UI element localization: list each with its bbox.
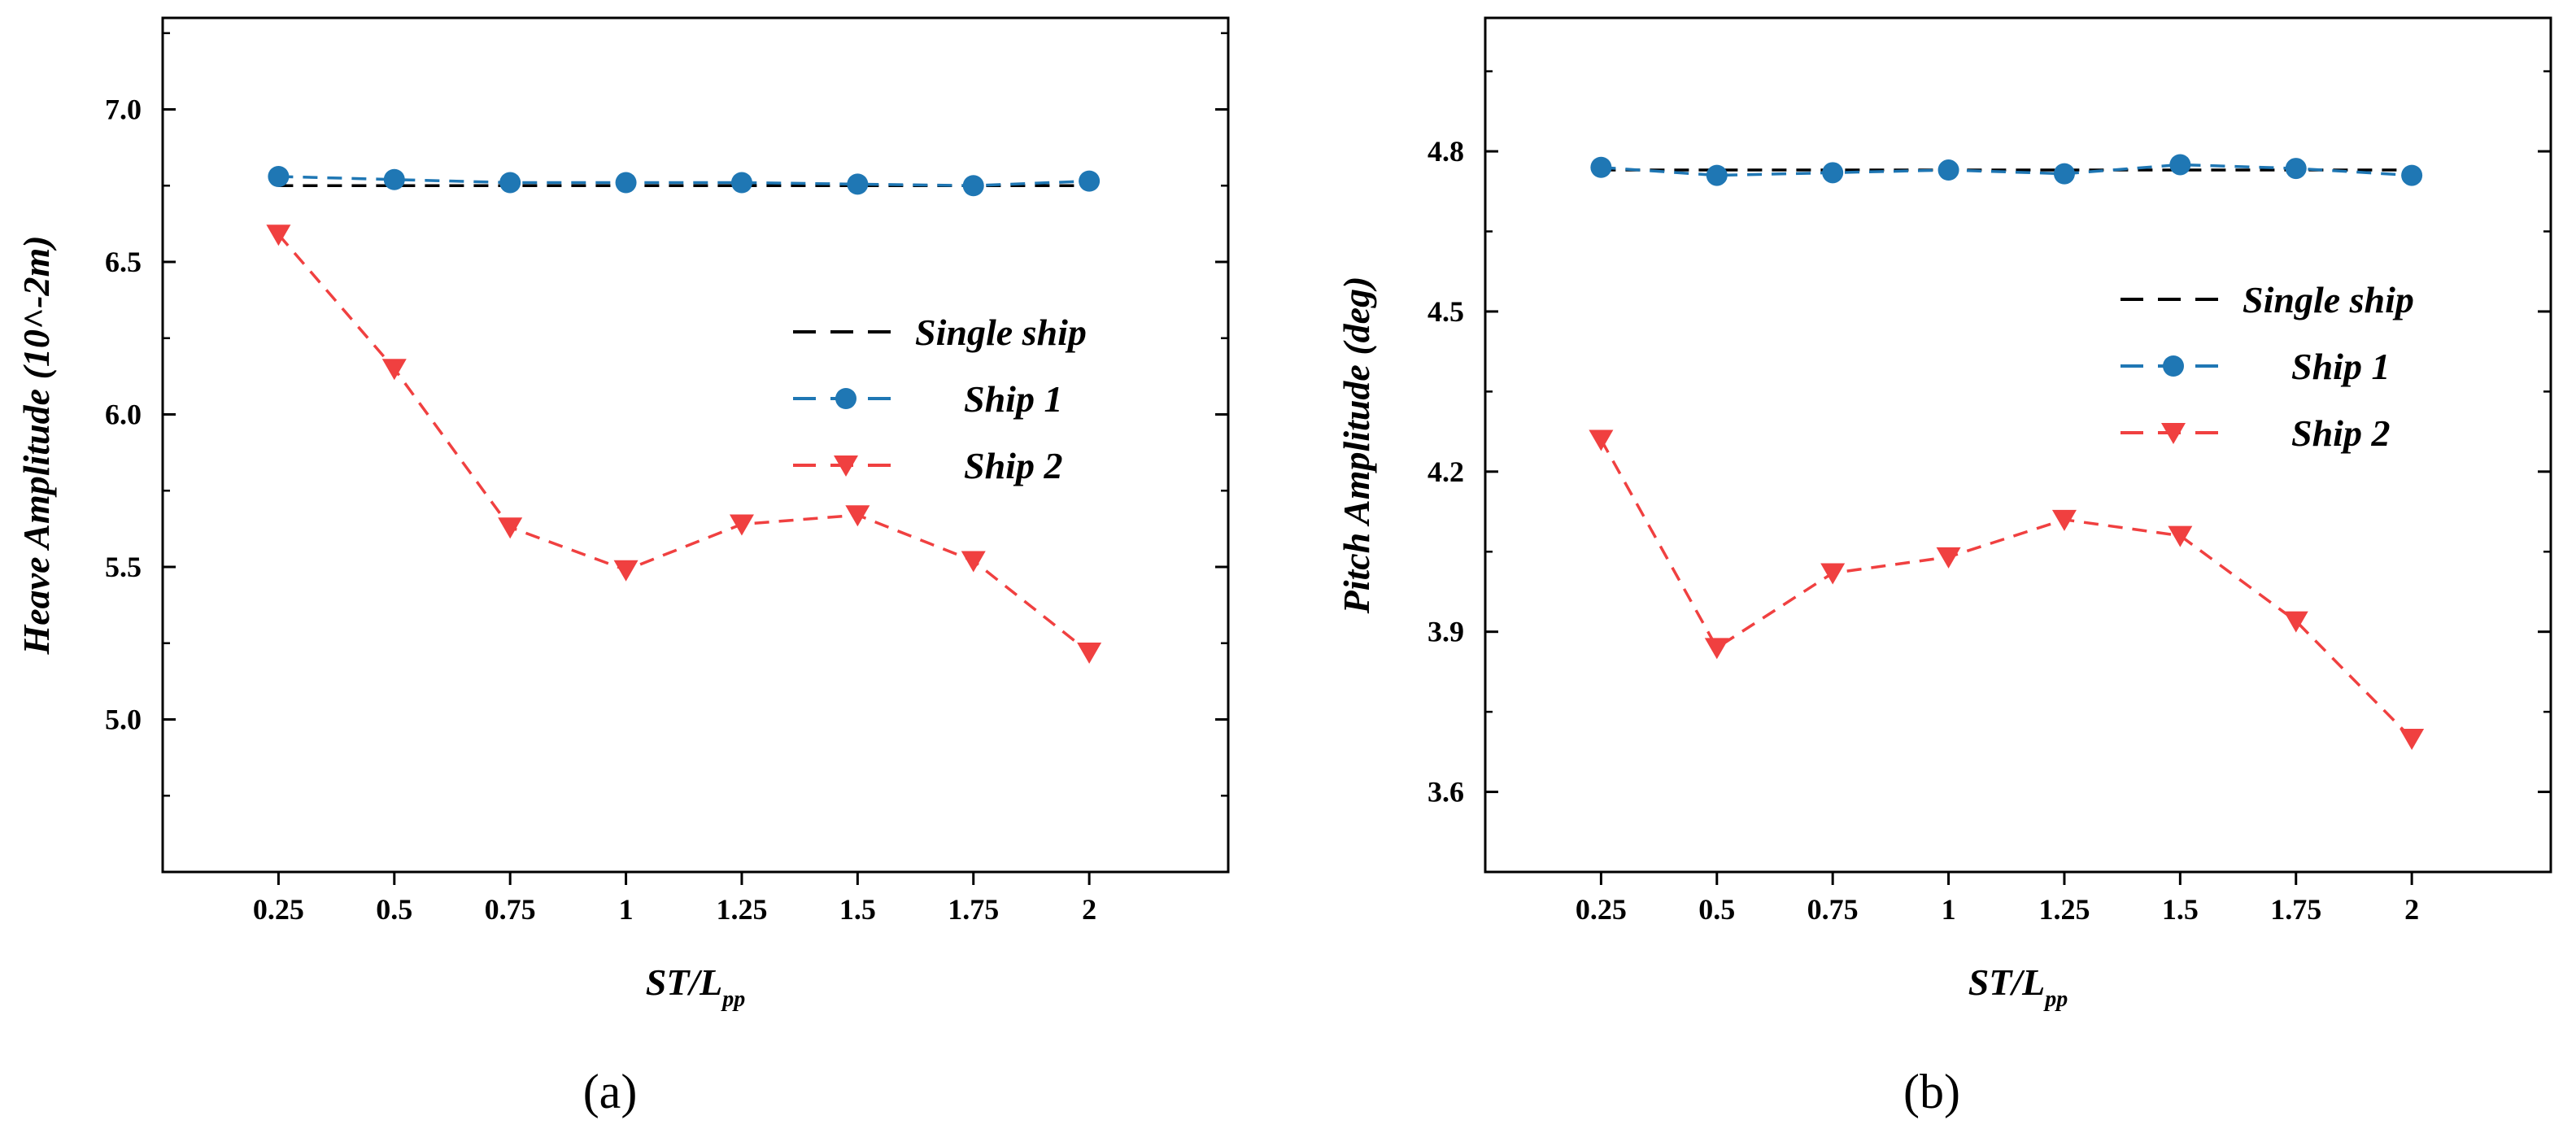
legend-label-ship2: Ship 2 <box>964 445 1062 486</box>
data-point-ship1 <box>268 166 290 187</box>
series-line-ship1 <box>1601 163 2413 177</box>
x-tick-label: 1.25 <box>2038 893 2090 926</box>
legend-marker-ship2 <box>2161 423 2186 444</box>
x-tick-label: 1.5 <box>2162 893 2199 926</box>
legend-marker-ship1 <box>835 388 856 409</box>
legend: Single ship Ship 1 Ship 2 <box>2121 279 2414 454</box>
data-point-ship1 <box>962 175 984 197</box>
series-ship1 <box>1590 154 2423 186</box>
x-tick-label: 2 <box>1082 893 1096 926</box>
y-axis-label: Heave Amplitude (10^-2m) <box>15 235 57 655</box>
legend-marker-ship2 <box>834 455 858 477</box>
data-point-ship1 <box>1079 170 1101 192</box>
data-point-ship1 <box>2285 158 2307 180</box>
y-tick-label: 4.8 <box>1427 135 1464 168</box>
data-point-ship1 <box>383 168 405 190</box>
data-point-ship1 <box>847 173 869 195</box>
data-point-ship2 <box>498 517 523 539</box>
x-tick-label: 0.25 <box>253 893 304 926</box>
y-axis-label: Pitch Amplitude (deg) <box>1336 277 1377 615</box>
x-axis-label: ST/Lpp <box>646 961 746 1012</box>
x-tick-label: 2 <box>2404 893 2419 926</box>
legend-label-ship2: Ship 2 <box>2291 412 2390 454</box>
series-line-ship2 <box>1599 438 2413 740</box>
data-point-ship2 <box>266 224 291 246</box>
data-point-ship2 <box>961 551 986 573</box>
data-point-ship2 <box>1704 638 1729 660</box>
y-tick-label: 4.5 <box>1427 295 1464 328</box>
data-point-ship2 <box>729 514 754 536</box>
series-line-ship2 <box>277 233 1091 654</box>
data-point-ship2 <box>1936 547 1961 569</box>
x-tick-label: 1.75 <box>2270 893 2321 926</box>
x-axis-label-main: ST/L <box>1968 961 2046 1003</box>
data-point-ship1 <box>1590 156 1612 178</box>
y-tick-label: 3.6 <box>1427 776 1464 809</box>
y-tick-label: 5.0 <box>105 704 142 736</box>
x-tick-label: 1.75 <box>948 893 999 926</box>
panel-label: (b) <box>1903 1065 1960 1118</box>
data-point-ship2 <box>381 359 407 381</box>
series-ship2 <box>266 224 1102 664</box>
data-point-ship2 <box>2283 611 2308 633</box>
x-tick-label: 0.75 <box>485 893 536 926</box>
data-point-ship2 <box>1820 563 1846 585</box>
x-tick-label: 0.5 <box>376 893 412 926</box>
y-tick-label: 7.0 <box>105 94 142 126</box>
y-tick-label: 3.9 <box>1427 616 1464 648</box>
x-axis-label-subscript: pp <box>721 987 745 1012</box>
legend-marker-ship1 <box>2163 355 2184 377</box>
x-tick-label: 1.25 <box>716 893 767 926</box>
data-point-ship1 <box>2169 154 2191 176</box>
data-point-ship1 <box>2053 163 2075 185</box>
y-tick-label: 4.2 <box>1427 455 1464 488</box>
data-point-ship1 <box>1937 159 1959 181</box>
legend-label-ship1: Ship 1 <box>964 378 1062 420</box>
data-point-ship2 <box>613 560 639 582</box>
data-point-ship2 <box>2168 525 2193 547</box>
x-tick-label: 1 <box>619 893 634 926</box>
data-point-ship2 <box>1589 429 1614 451</box>
legend: Single ship Ship 1 Ship 2 <box>793 312 1087 486</box>
x-tick-label: 0.75 <box>1807 893 1859 926</box>
legend-label-single: Single ship <box>2243 279 2414 320</box>
x-tick-label: 1.5 <box>839 893 876 926</box>
chart-panel-a: 5.0 5.5 6.0 6.5 7.0 0.25 0.5 0.75 1 1.25 1.5 1.75 2 S… <box>15 16 1230 1118</box>
x-tick-label: 1 <box>1942 893 1956 926</box>
data-point-ship1 <box>730 172 752 194</box>
data-point-ship1 <box>615 172 637 194</box>
x-tick-label: 0.25 <box>1576 893 1627 926</box>
x-tick-label: 0.5 <box>1698 893 1735 926</box>
y-tick-label: 5.5 <box>105 551 142 583</box>
data-point-ship2 <box>845 505 870 527</box>
panel-label: (a) <box>583 1065 638 1118</box>
plot-frame <box>161 16 1230 874</box>
chart-panel-b: 3.6 3.9 4.2 4.5 4.8 0.25 0.5 0.75 1 1.25 1.5 1.75 2 S… <box>1336 16 2552 1118</box>
data-point-ship1 <box>2401 164 2423 186</box>
data-point-ship1 <box>1822 162 1844 184</box>
legend-label-ship1: Ship 1 <box>2291 346 2390 387</box>
series-ship2 <box>1589 429 2425 750</box>
plot-frame <box>1484 16 2552 874</box>
data-point-ship2 <box>1077 643 1102 664</box>
x-axis-label-main: ST/L <box>646 961 723 1003</box>
x-axis-label: ST/Lpp <box>1968 961 2068 1012</box>
data-point-ship1 <box>1706 164 1728 186</box>
data-point-ship2 <box>2399 728 2425 750</box>
data-point-ship2 <box>2051 509 2077 531</box>
y-tick-label: 6.0 <box>105 399 142 431</box>
y-tick-label: 6.5 <box>105 246 142 278</box>
series-line-ship1 <box>278 175 1090 188</box>
series-ship1 <box>268 166 1101 197</box>
data-point-ship1 <box>499 172 521 194</box>
legend-label-single: Single ship <box>915 312 1087 353</box>
x-axis-label-subscript: pp <box>2043 987 2068 1012</box>
